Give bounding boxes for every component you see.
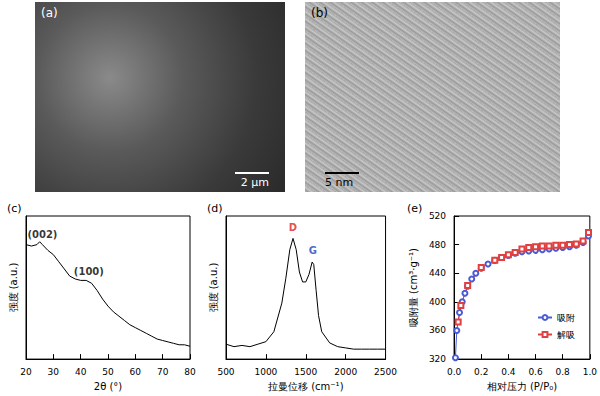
svg-text:0.0: 0.0 — [447, 367, 462, 377]
svg-text:吸附量 (cm³·g⁻¹): 吸附量 (cm³·g⁻¹) — [408, 248, 419, 327]
svg-text:(002): (002) — [27, 229, 57, 240]
svg-text:30: 30 — [48, 367, 60, 377]
svg-text:80: 80 — [184, 367, 196, 377]
svg-text:(e): (e) — [407, 202, 422, 215]
html-text:5 nm: 5 nm — [325, 176, 354, 189]
svg-text:50: 50 — [102, 367, 114, 377]
html-text:(b): (b) — [311, 6, 328, 20]
html-text:(a): (a) — [41, 6, 58, 20]
svg-text:强度 (a.u.): 强度 (a.u.) — [208, 263, 219, 313]
svg-text:2θ (°): 2θ (°) — [94, 381, 123, 392]
svg-text:(100): (100) — [74, 266, 104, 277]
svg-text:20: 20 — [20, 367, 32, 377]
svg-text:1.0: 1.0 — [583, 367, 598, 377]
svg-text:(d): (d) — [207, 202, 223, 215]
svg-text:0.2: 0.2 — [474, 367, 488, 377]
svg-text:40: 40 — [75, 367, 87, 377]
svg-text:拉曼位移 (cm⁻¹): 拉曼位移 (cm⁻¹) — [268, 381, 344, 392]
svg-text:360: 360 — [429, 325, 446, 335]
svg-text:1000: 1000 — [254, 367, 277, 377]
svg-text:400: 400 — [429, 297, 446, 307]
svg-text:2500: 2500 — [374, 367, 397, 377]
svg-text:D: D — [289, 222, 297, 233]
svg-text:1500: 1500 — [294, 367, 317, 377]
svg-text:60: 60 — [130, 367, 142, 377]
svg-text:G: G — [309, 245, 317, 256]
svg-text:0.6: 0.6 — [528, 367, 543, 377]
svg-text:解吸: 解吸 — [557, 330, 575, 340]
svg-text:吸附: 吸附 — [557, 313, 575, 323]
svg-text:0.8: 0.8 — [556, 367, 571, 377]
svg-text:0.4: 0.4 — [501, 367, 516, 377]
svg-text:强度 (a.u.): 强度 (a.u.) — [8, 263, 19, 313]
svg-text:480: 480 — [429, 240, 446, 250]
svg-text:320: 320 — [429, 354, 446, 364]
svg-text:520: 520 — [429, 211, 446, 221]
svg-text:500: 500 — [217, 367, 234, 377]
svg-text:440: 440 — [429, 268, 446, 278]
svg-text:70: 70 — [157, 367, 169, 377]
svg-text:2000: 2000 — [334, 367, 357, 377]
html-text:2 μm: 2 μm — [240, 176, 269, 189]
svg-text:相对压力 (P/P₀): 相对压力 (P/P₀) — [487, 381, 558, 392]
svg-text:(c): (c) — [7, 202, 22, 215]
